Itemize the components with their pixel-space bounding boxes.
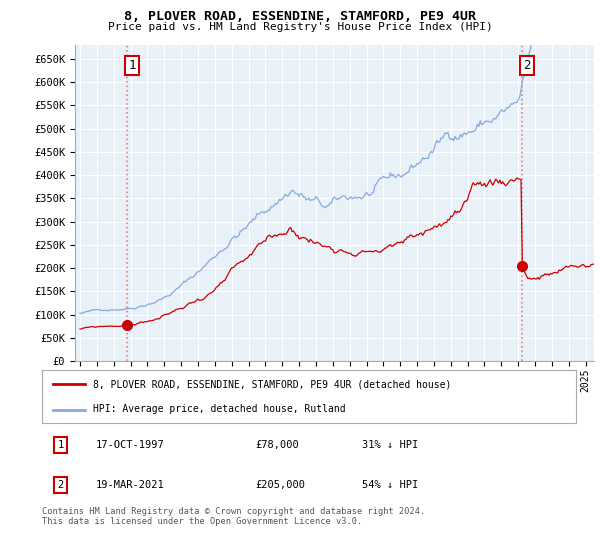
Text: 2: 2	[523, 59, 530, 72]
Text: 19-MAR-2021: 19-MAR-2021	[95, 480, 164, 490]
Text: 17-OCT-1997: 17-OCT-1997	[95, 440, 164, 450]
Text: Price paid vs. HM Land Registry's House Price Index (HPI): Price paid vs. HM Land Registry's House …	[107, 22, 493, 32]
Text: 8, PLOVER ROAD, ESSENDINE, STAMFORD, PE9 4UR: 8, PLOVER ROAD, ESSENDINE, STAMFORD, PE9…	[124, 10, 476, 23]
Text: 2: 2	[58, 480, 64, 490]
Text: 1: 1	[128, 59, 136, 72]
Text: 31% ↓ HPI: 31% ↓ HPI	[362, 440, 419, 450]
Text: 8, PLOVER ROAD, ESSENDINE, STAMFORD, PE9 4UR (detached house): 8, PLOVER ROAD, ESSENDINE, STAMFORD, PE9…	[93, 380, 451, 390]
Text: £205,000: £205,000	[256, 480, 305, 490]
Text: 1: 1	[58, 440, 64, 450]
Text: £78,000: £78,000	[256, 440, 299, 450]
Text: 54% ↓ HPI: 54% ↓ HPI	[362, 480, 419, 490]
Text: Contains HM Land Registry data © Crown copyright and database right 2024.
This d: Contains HM Land Registry data © Crown c…	[42, 507, 425, 526]
Text: HPI: Average price, detached house, Rutland: HPI: Average price, detached house, Rutl…	[93, 404, 346, 414]
